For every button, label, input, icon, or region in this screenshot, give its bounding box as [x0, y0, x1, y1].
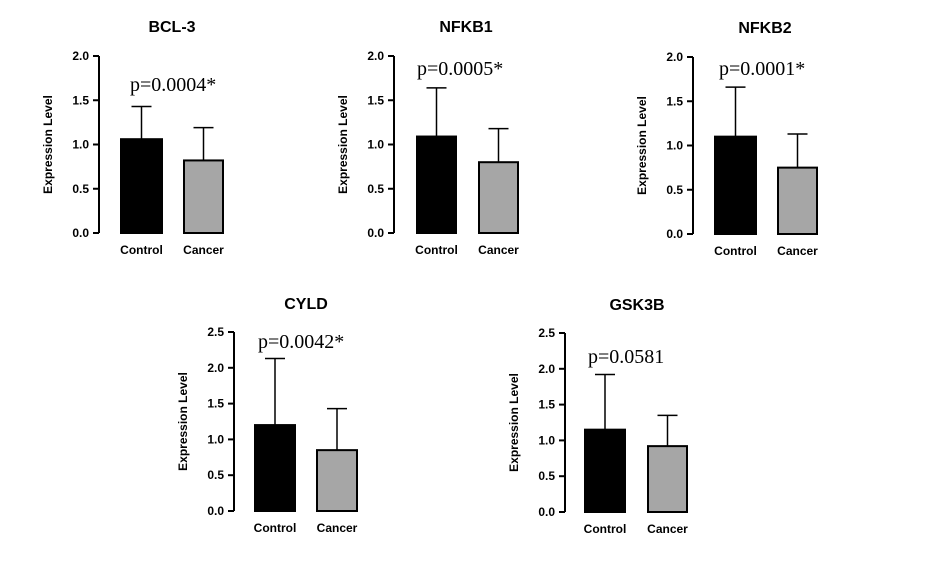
y-tick-label: 0.0 [538, 505, 555, 519]
x-category-label: Cancer [183, 243, 224, 257]
x-category-label: Control [254, 521, 297, 535]
x-category-label: Cancer [647, 522, 688, 536]
y-tick-label: 2.5 [538, 326, 555, 340]
p-value-annotation: p=0.0005* [417, 58, 503, 80]
y-tick-label: 0.5 [367, 182, 384, 196]
bar-control [714, 135, 757, 235]
y-tick-label: 1.5 [666, 94, 683, 108]
y-tick-label: 2.0 [538, 362, 555, 376]
y-tick-label: 1.5 [207, 397, 224, 411]
y-tick-label: 1.5 [538, 398, 555, 412]
y-tick-label: 0.5 [666, 183, 683, 197]
y-tick-label: 1.0 [538, 433, 555, 447]
y-axis-label: Expression Level [41, 95, 55, 194]
bar-control [584, 428, 626, 513]
y-axis-label: Expression Level [176, 372, 190, 471]
y-tick-label: 2.5 [207, 325, 224, 339]
y-tick-label: 2.0 [207, 361, 224, 375]
y-axis-label: Expression Level [336, 95, 350, 194]
bar-control [120, 138, 163, 234]
x-category-label: Control [415, 243, 458, 257]
bar-cancer [478, 161, 519, 234]
bar-control [254, 424, 296, 512]
y-tick-label: 0.0 [666, 227, 683, 241]
y-tick-label: 1.0 [72, 138, 89, 152]
y-tick-label: 1.5 [72, 93, 89, 107]
y-tick-label: 0.5 [207, 468, 224, 482]
y-tick-label: 0.5 [538, 469, 555, 483]
p-value-annotation: p=0.0581 [588, 346, 664, 368]
x-category-label: Cancer [317, 521, 358, 535]
y-tick-label: 1.0 [367, 138, 384, 152]
chart-title: NFKB1 [439, 19, 492, 36]
y-tick-label: 1.0 [666, 139, 683, 153]
chart-title: CYLD [284, 296, 328, 313]
y-tick-label: 2.0 [367, 49, 384, 63]
y-axis-label: Expression Level [507, 373, 521, 472]
bar-cancer [647, 445, 688, 513]
x-category-label: Control [714, 244, 757, 258]
bar-control [416, 135, 457, 234]
bar-cancer [316, 449, 358, 513]
bar-cancer [777, 166, 818, 235]
y-tick-label: 0.0 [367, 226, 384, 240]
chart-title: BCL-3 [148, 19, 195, 36]
p-value-annotation: p=0.0042* [258, 331, 344, 353]
y-tick-label: 0.5 [72, 182, 89, 196]
p-value-annotation: p=0.0001* [719, 58, 805, 80]
chart-title: NFKB2 [738, 20, 791, 37]
y-tick-label: 0.0 [207, 504, 224, 518]
x-category-label: Cancer [777, 244, 818, 258]
y-tick-label: 1.0 [207, 432, 224, 446]
x-category-label: Control [120, 243, 163, 257]
x-category-label: Control [584, 522, 627, 536]
x-category-label: Cancer [478, 243, 519, 257]
bar-cancer [183, 159, 224, 234]
y-tick-label: 1.5 [367, 93, 384, 107]
chart-title: GSK3B [609, 297, 664, 314]
y-axis-label: Expression Level [635, 96, 649, 195]
p-value-annotation: p=0.0004* [130, 74, 216, 96]
y-tick-label: 0.0 [72, 226, 89, 240]
y-tick-label: 2.0 [72, 49, 89, 63]
y-tick-label: 2.0 [666, 50, 683, 64]
